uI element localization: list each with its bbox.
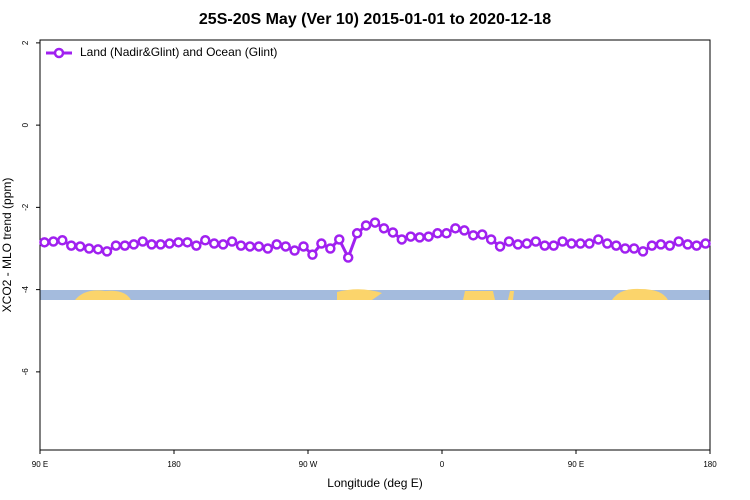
data-point <box>334 234 345 245</box>
data-point <box>619 243 631 254</box>
chart-title: 25S-20S May (Ver 10) 2015-01-01 to 2020-… <box>199 11 551 28</box>
data-point <box>637 246 649 257</box>
data-point <box>48 236 59 247</box>
data-point <box>39 237 50 248</box>
data-point <box>110 240 122 251</box>
data-point <box>575 238 586 249</box>
data-point <box>468 230 479 241</box>
data-point <box>414 232 425 243</box>
data-point <box>593 234 604 245</box>
y-tick-label: -4 <box>21 286 30 294</box>
data-point <box>539 240 550 251</box>
data-point <box>673 236 684 247</box>
data-point <box>360 220 372 231</box>
data-point <box>57 235 68 246</box>
data-point <box>494 241 506 252</box>
data-point <box>235 240 247 251</box>
data-point <box>566 238 577 249</box>
data-point <box>119 240 131 251</box>
data-point <box>610 240 622 251</box>
data-point <box>512 239 524 250</box>
data-point <box>700 238 711 249</box>
data-point <box>66 240 77 251</box>
data-point <box>217 239 229 250</box>
land-ocean-strip <box>40 288 710 300</box>
data-point <box>280 241 291 252</box>
x-tick-label: 90 W <box>299 460 318 469</box>
data-point <box>646 240 658 251</box>
data-point <box>101 246 113 257</box>
data-point <box>289 245 300 256</box>
data-point <box>485 234 497 245</box>
data-point <box>226 236 238 247</box>
data-point <box>432 228 443 239</box>
data-point <box>351 228 363 239</box>
data-point <box>342 252 354 263</box>
data-point <box>146 239 157 250</box>
data-point <box>655 239 667 250</box>
x-tick-label: 180 <box>703 460 717 469</box>
y-tick-label: -6 <box>21 368 30 376</box>
data-point <box>173 237 184 248</box>
data-point <box>664 240 676 251</box>
data-point <box>253 241 265 252</box>
data-point <box>369 217 381 228</box>
data-point <box>298 241 309 252</box>
x-tick-label: 90 E <box>32 460 48 469</box>
data-point <box>92 244 104 255</box>
data-point <box>137 236 148 247</box>
data-point <box>602 238 613 249</box>
x-axis-label: Longitude (deg E) <box>327 476 422 490</box>
data-point <box>476 229 488 240</box>
data-point <box>325 243 336 254</box>
data-point <box>316 238 327 249</box>
y-axis-label: XCO2 - MLO trend (ppm) <box>0 178 14 313</box>
data-point <box>530 236 542 247</box>
y-tick-label: -2 <box>21 203 30 211</box>
data-point <box>521 238 533 249</box>
legend-label: Land (Nadir&Glint) and Ocean (Glint) <box>80 45 277 59</box>
data-point <box>548 240 559 251</box>
data-point <box>182 237 193 248</box>
data-point <box>387 227 399 238</box>
data-point <box>503 236 515 247</box>
data-point <box>83 243 95 254</box>
data-point <box>378 223 390 234</box>
data-point <box>459 225 470 236</box>
data-point <box>128 239 140 250</box>
data-point <box>200 235 211 246</box>
data-point <box>423 231 434 242</box>
data-point <box>405 231 416 242</box>
data-point <box>691 240 702 251</box>
data-point <box>450 223 461 234</box>
data-point <box>208 238 220 249</box>
x-tick-label: 180 <box>167 460 181 469</box>
data-point <box>74 241 86 252</box>
data-point <box>307 249 318 260</box>
data-point <box>244 241 256 252</box>
x-tick-label: 0 <box>440 460 445 469</box>
data-point <box>557 236 568 247</box>
data-point <box>271 239 282 250</box>
data-point <box>262 243 274 254</box>
y-tick-label: 0 <box>21 122 30 127</box>
data-point <box>191 240 202 251</box>
data-point <box>155 239 166 250</box>
data-point <box>441 228 452 239</box>
data-point <box>396 234 408 245</box>
y-tick-label: 2 <box>21 40 30 45</box>
legend-marker <box>53 47 65 59</box>
data-point <box>628 243 640 254</box>
data-point <box>682 239 693 250</box>
x-tick-label: 90 E <box>568 460 584 469</box>
data-point <box>164 238 175 249</box>
data-point <box>584 238 595 249</box>
